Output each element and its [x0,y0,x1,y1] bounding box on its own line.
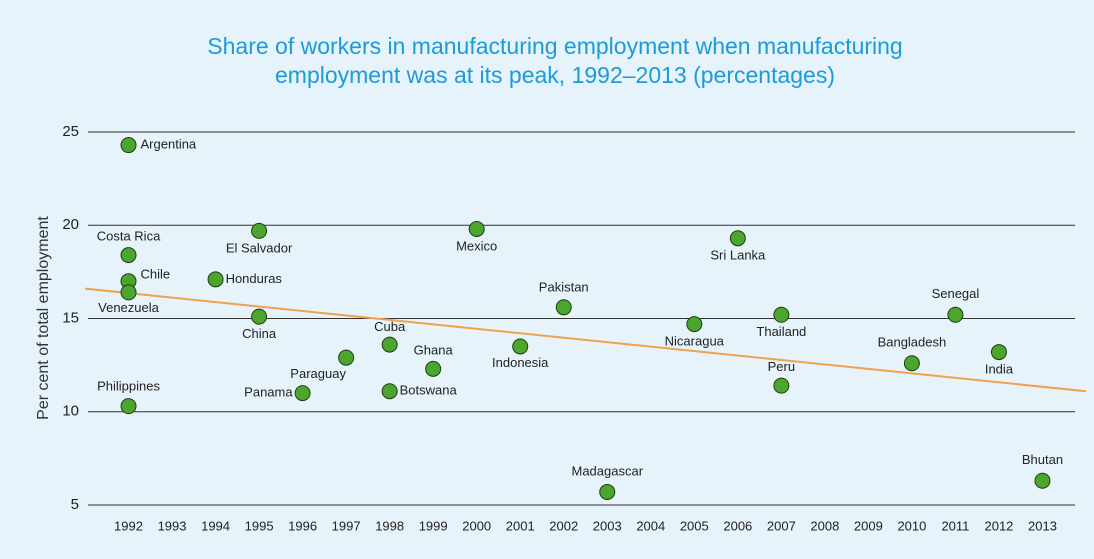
point [468,220,485,237]
point-label: El Salvador [226,240,293,255]
chart-title: Share of workers in manufacturing employ… [207,33,902,59]
x-tick-label: 2009 [854,518,883,533]
x-tick-label: 1997 [332,518,361,533]
point [425,360,442,377]
x-tick-label: 1996 [288,518,317,533]
point-label: Mexico [456,238,497,253]
point [120,284,137,301]
point-label: Sri Lanka [710,248,766,263]
point [599,483,616,500]
point [381,383,398,400]
point-label: Philippines [97,379,160,394]
point-label: Costa Rica [97,229,161,244]
point-label: Honduras [226,271,283,286]
y-tick-label: 25 [62,123,79,140]
point-label: Pakistan [539,280,589,295]
y-axis-label: Per cent of total employment [35,216,52,420]
x-tick-label: 2003 [593,518,622,533]
point-label: Thailand [756,324,806,339]
x-tick-label: 1995 [245,518,274,533]
point [947,306,964,323]
chart-title: employment was at its peak, 1992–2013 (p… [275,62,835,88]
x-tick-label: 1994 [201,518,230,533]
x-tick-label: 2010 [897,518,926,533]
point [251,308,268,325]
x-tick-label: 2005 [680,518,709,533]
x-tick-label: 2006 [723,518,752,533]
point [903,355,920,372]
point [555,299,572,316]
point [120,137,137,154]
point [990,344,1007,361]
x-tick-label: 2011 [941,518,969,533]
x-tick-label: 2013 [1028,518,1057,533]
point [729,230,746,247]
point-label: Argentina [141,136,197,151]
point-label: Venezuela [98,300,159,315]
y-tick-label: 20 [62,216,79,233]
point [251,222,268,239]
x-tick-label: 2000 [462,518,491,533]
trendline [84,287,1087,393]
point-label: Paraguay [290,366,346,381]
y-tick-label: 15 [62,309,79,326]
x-tick-label: 1999 [419,518,448,533]
point-label: Cuba [374,319,406,334]
point [773,306,790,323]
point-label: Bhutan [1022,452,1063,467]
x-tick-label: 1998 [375,518,404,533]
point-label: Chile [141,267,171,282]
point [512,338,529,355]
x-tick-label: 1992 [114,518,143,533]
point [120,247,137,264]
point [338,349,355,366]
x-tick-label: 2008 [810,518,839,533]
point-label: Indonesia [492,355,549,370]
point [686,316,703,333]
x-tick-label: 1993 [158,518,187,533]
x-tick-label: 2007 [767,518,796,533]
point-label: Nicaragua [665,334,725,349]
point-label: Peru [768,359,795,374]
point [120,398,137,415]
point [207,271,224,288]
point-label: China [242,326,277,341]
point-label: India [985,362,1014,377]
y-tick-label: 10 [62,403,79,420]
point-label: Panama [244,385,293,400]
point [294,385,311,402]
y-tick-label: 5 [71,496,79,513]
x-tick-label: 2012 [984,518,1013,533]
x-tick-label: 2001 [506,518,535,533]
point-label: Botswana [400,383,458,398]
point [773,377,790,394]
point [1034,472,1051,489]
point-label: Senegal [932,286,980,301]
point [381,336,398,353]
x-tick-label: 2002 [549,518,578,533]
point-label: Madagascar [571,463,643,478]
x-tick-label: 2004 [636,518,665,533]
point-label: Bangladesh [878,335,947,350]
point-label: Ghana [414,342,454,357]
